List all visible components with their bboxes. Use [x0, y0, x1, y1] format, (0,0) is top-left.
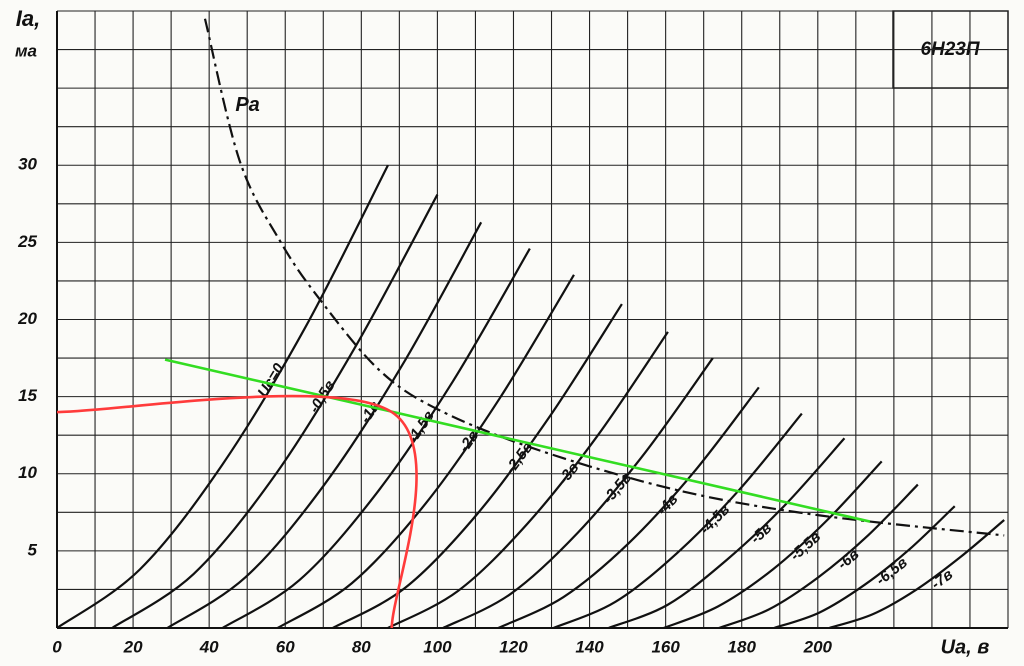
anode-curve [332, 303, 623, 629]
x-tick-label: 80 [352, 637, 371, 656]
x-tick-label: 160 [651, 637, 680, 656]
anode-curve [828, 519, 1005, 630]
curve-label: -5в [747, 520, 775, 548]
curve-label: -5,5в [787, 528, 824, 564]
anode-curve [111, 194, 439, 629]
x-tick-label: 20 [123, 637, 143, 656]
anode-curve [277, 274, 575, 629]
anode-curve [166, 221, 483, 629]
anode-curve [773, 505, 956, 630]
x-tick-label: 100 [423, 637, 452, 656]
y-axis-unit: ма [15, 41, 37, 60]
y-tick-label: 20 [17, 309, 37, 328]
curve-label: -6в [834, 546, 862, 573]
x-tick-label: 40 [199, 637, 219, 656]
y-tick-label: 25 [17, 232, 37, 251]
anode-curve [552, 412, 803, 630]
y-tick-label: 30 [18, 155, 37, 174]
anode-curve [56, 164, 389, 629]
x-tick-label: 120 [499, 637, 528, 656]
anode-curve [718, 483, 919, 630]
curve-label: -6,5в [873, 554, 911, 589]
y-axis-label: Iа, [16, 6, 40, 31]
x-tick-label: 0 [52, 637, 62, 656]
anode-curve [387, 331, 669, 629]
guide-line [56, 394, 418, 629]
x-tick-label: 200 [803, 637, 833, 656]
curve-label: -4,5в [697, 501, 734, 538]
characteristic-curve [203, 18, 1005, 537]
guide-line [164, 358, 871, 523]
anode-curve [497, 386, 760, 629]
x-tick-label: 180 [728, 637, 757, 656]
y-tick-label: 15 [18, 386, 37, 405]
x-axis-label: Uа, в [941, 636, 990, 658]
anode-curve [442, 357, 714, 629]
y-tick-label: 10 [18, 463, 37, 482]
anode-curve [663, 460, 883, 630]
anode-curve [608, 437, 846, 630]
curve-label: Pа [235, 94, 259, 116]
x-tick-label: 60 [276, 637, 295, 656]
y-tick-label: 5 [28, 540, 38, 559]
anode-curve [221, 247, 531, 629]
x-tick-label: 140 [575, 637, 604, 656]
